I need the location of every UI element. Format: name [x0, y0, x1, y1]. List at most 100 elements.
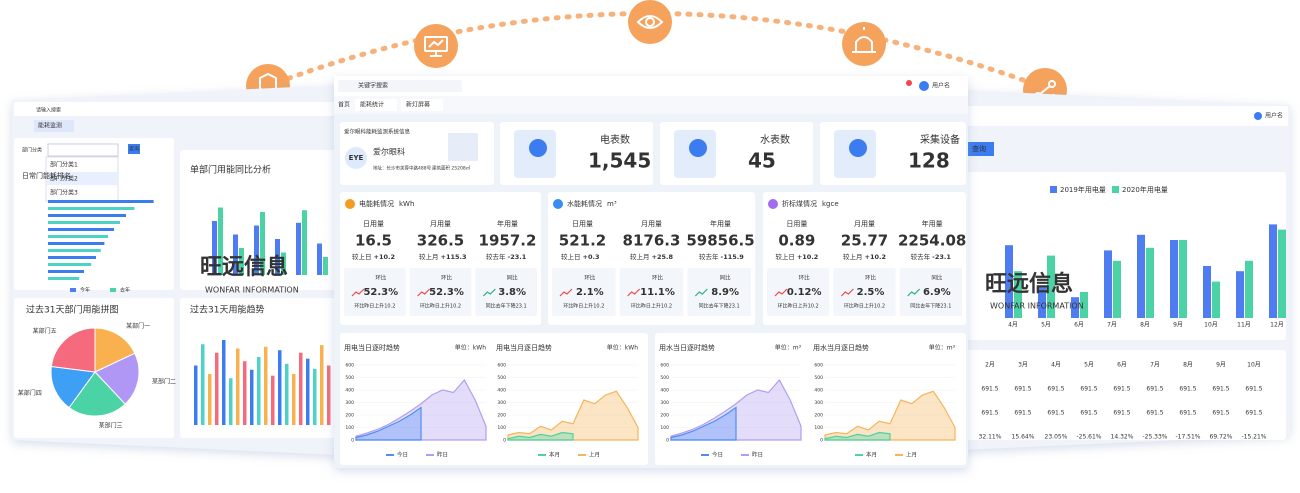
y-tick-label: 200 — [660, 413, 669, 419]
stat-compare: 较上月 — [843, 252, 863, 261]
section-title: 单部门用能同比分析 — [190, 164, 271, 176]
legend-swatch — [70, 288, 76, 292]
trend-unit: 单位：m³ — [775, 344, 802, 352]
table-header: 2月 — [985, 362, 995, 369]
building — [448, 133, 478, 161]
x-tick-label: 7月 — [1107, 322, 1117, 329]
dropdown-item[interactable]: 部门分类1 — [50, 161, 78, 169]
button[interactable] — [128, 144, 140, 154]
search-box[interactable] — [338, 80, 462, 92]
stat-value: 8176.3 — [623, 232, 681, 250]
trend-bar — [327, 365, 331, 425]
bar — [1146, 247, 1154, 318]
ratio-icon — [559, 288, 573, 297]
energy-icon — [768, 199, 778, 209]
ratio-value: 0.12% — [787, 287, 822, 298]
stat-compare: 较上月 — [419, 252, 439, 261]
stat-change: -23.1 — [932, 253, 951, 261]
table-cell: 23.05% — [1045, 434, 1068, 441]
ratio-box — [767, 268, 830, 316]
ratio-box — [344, 268, 406, 316]
pie-label: 某部门三 — [99, 421, 123, 429]
illustration-figure — [529, 139, 547, 157]
ratio-icon — [627, 288, 641, 297]
y-tick-label: 200 — [497, 413, 506, 419]
pie-slice — [94, 352, 140, 405]
stat-compare: 较去年 — [486, 252, 506, 261]
table-header: 10月 — [1247, 362, 1261, 369]
trend-bar — [271, 375, 275, 425]
y-tick-label: 0 — [666, 438, 669, 444]
table-cell: 691.5 — [1080, 410, 1097, 417]
energy-icon — [345, 199, 355, 209]
table-cell: 691.5 — [1014, 410, 1031, 417]
ratio-desc: 环比昨日上升10.2 — [778, 303, 819, 310]
table-header: 9月 — [1216, 362, 1226, 369]
table-cell: 691.5 — [1212, 410, 1229, 417]
legend-label: 2020年用电量 — [1122, 185, 1168, 194]
button[interactable] — [966, 142, 994, 156]
trend-bar — [222, 340, 226, 425]
filter-select[interactable] — [47, 143, 119, 157]
y-tick-label: 400 — [345, 388, 354, 394]
ratio-box — [833, 268, 896, 316]
dropdown-item[interactable]: 部门分类2 — [50, 175, 78, 183]
energy-icon — [553, 199, 563, 209]
rank-bar — [48, 228, 114, 231]
energy-unit: kgce — [822, 200, 839, 208]
home-tab[interactable]: 首页 — [338, 101, 350, 109]
x-tick-label: 11月 — [1237, 322, 1251, 329]
table-cell: 691.5 — [981, 410, 998, 417]
y-tick-label: 0 — [351, 438, 354, 444]
x-tick-label: 5月 — [1041, 322, 1051, 329]
ratio-icon — [351, 288, 365, 297]
stat-value: 521.2 — [559, 232, 606, 250]
filter-label: 部门分类 — [22, 147, 42, 154]
trend-bar — [257, 357, 261, 425]
legend-label: 上月 — [589, 451, 600, 459]
legend-label: 本月 — [866, 451, 877, 459]
table-header: 7月 — [1150, 362, 1160, 369]
energy-unit: m³ — [607, 200, 617, 208]
legend-label: 昨日 — [752, 451, 763, 459]
ratio-desc: 同比去年下降23.1 — [486, 303, 527, 310]
stat-compare: 较去年 — [699, 252, 719, 261]
compare-bar — [275, 239, 280, 275]
y-tick-label: 0 — [820, 438, 823, 444]
table-cell: 691.5 — [1047, 386, 1064, 393]
rank-bar — [48, 277, 80, 280]
y-tick-label: 600 — [345, 363, 354, 369]
table-cell: 691.5 — [1014, 386, 1031, 393]
ratio-desc: 环比昨日上升10.2 — [844, 303, 885, 310]
table-cell: 691.5 — [1179, 386, 1196, 393]
ratio-desc: 同比去年下降23.1 — [699, 303, 740, 310]
ratio-icon — [417, 288, 431, 297]
ratio-value: 3.8% — [498, 287, 526, 298]
tab[interactable]: 能耗统计 — [360, 101, 384, 109]
compare-bar — [254, 225, 259, 275]
section-title: 过去31天用能趋势 — [190, 304, 264, 316]
rank-bar — [48, 249, 101, 252]
y-tick-label: 100 — [497, 425, 506, 431]
trend-bar — [264, 346, 268, 425]
bar — [1038, 286, 1046, 318]
stat-change: +25.8 — [652, 253, 674, 261]
y-tick-label: 500 — [497, 375, 506, 381]
dropdown-item[interactable]: 部门分类3 — [50, 189, 78, 197]
trend-bar — [201, 344, 205, 425]
ratio-label: 环比 — [441, 274, 453, 282]
bar — [1005, 245, 1013, 318]
stat-compare: 较上日 — [561, 252, 581, 261]
stat-compare: 较上日 — [352, 252, 372, 261]
stat-value: 25.77 — [841, 232, 888, 250]
compare-bar — [296, 222, 301, 275]
table-header: 4月 — [1051, 362, 1061, 369]
bar — [1080, 292, 1088, 318]
logo: EYE — [349, 154, 364, 162]
watermark: 旺远信息 — [985, 271, 1073, 297]
y-tick-label: 500 — [345, 375, 354, 381]
ratio-desc: 环比昨日上升10.2 — [631, 303, 672, 310]
tab[interactable]: 新灯屏幕 — [406, 101, 430, 109]
ratio-icon — [774, 288, 788, 297]
